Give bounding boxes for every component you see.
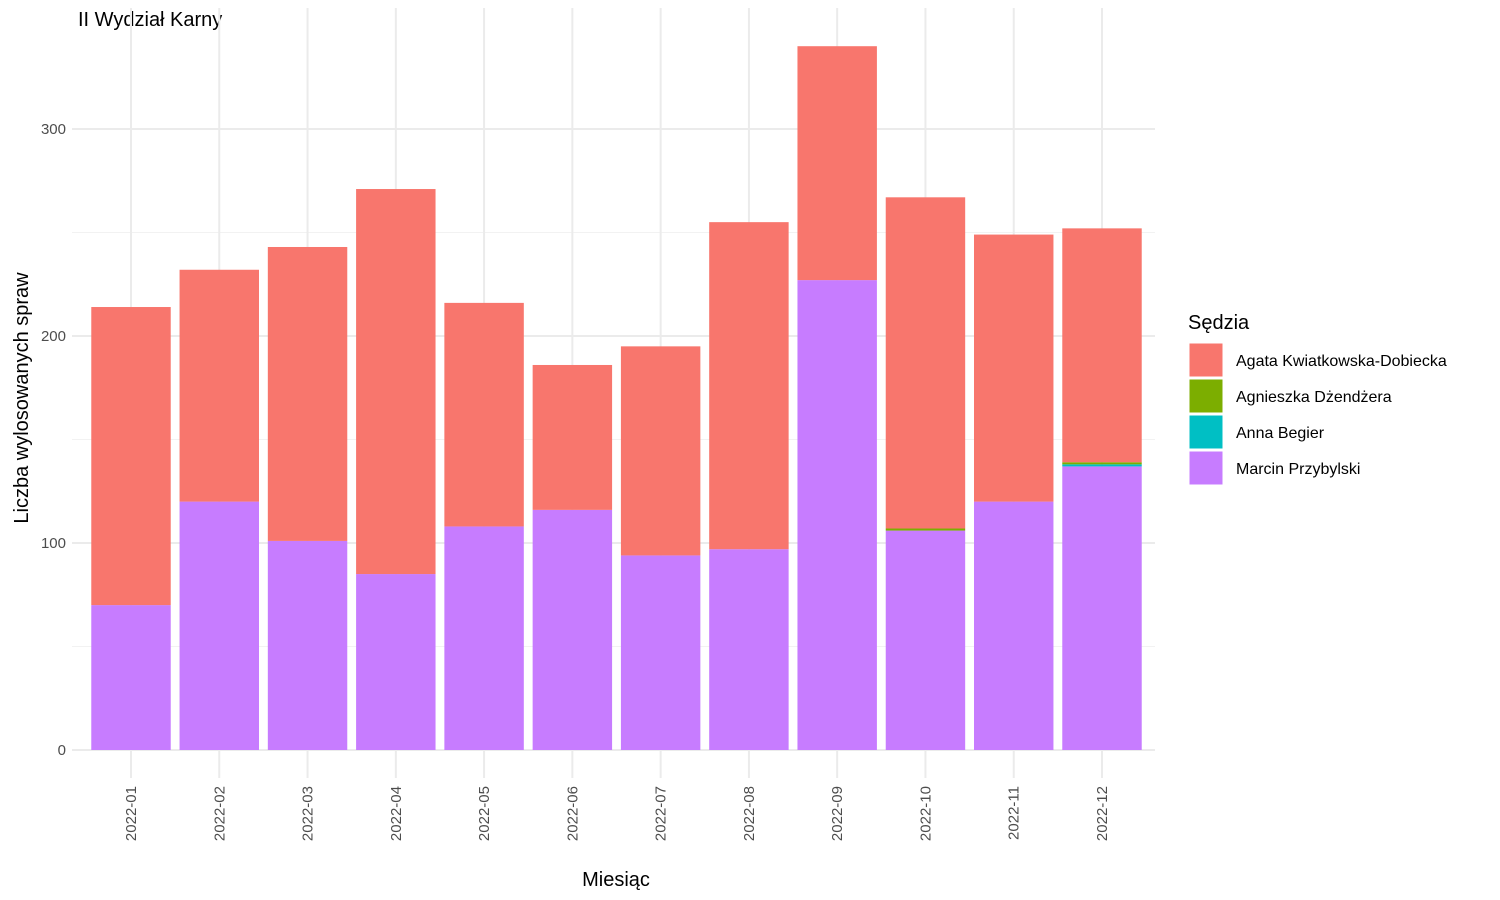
bar-segment — [532, 509, 613, 750]
y-axis-title: Liczba wylosowanych spraw — [11, 272, 33, 524]
legend-label: Agnieszka Dżendżera — [1236, 389, 1392, 406]
x-tick-label: 2022-02 — [211, 786, 228, 841]
bar-segment — [179, 269, 259, 502]
bar-segment — [797, 280, 877, 750]
bar-segment — [1062, 464, 1142, 467]
x-tick-label: 2022-08 — [741, 786, 758, 841]
x-tick-label: 2022-10 — [917, 786, 934, 841]
bar-segment — [356, 574, 436, 750]
x-tick-label: 2022-09 — [829, 786, 846, 841]
bar-segment — [1062, 466, 1142, 750]
legend-swatch — [1188, 342, 1224, 378]
legend-title: Sędzia — [1188, 312, 1250, 334]
bar-segment — [885, 197, 966, 529]
bar-segment — [797, 46, 877, 281]
bar-segment — [267, 246, 348, 541]
x-tick-label: 2022-03 — [300, 786, 317, 841]
bars — [91, 46, 1142, 750]
legend-label: Agata Kwiatkowska-Dobiecka — [1236, 353, 1447, 370]
x-axis-ticks: 2022-01 2022-02 2022-03 2022-04 2022-05 2022-… — [123, 786, 1111, 841]
legend-label: Marcin Przybylski — [1236, 461, 1360, 478]
bar-segment — [267, 540, 348, 750]
legend-swatch — [1188, 450, 1224, 486]
chart-title: II Wydział Karny — [78, 9, 222, 31]
bar-segment — [444, 526, 524, 750]
bar-segment — [356, 189, 436, 575]
bar-segment — [1062, 462, 1142, 465]
bar-segment — [620, 346, 701, 556]
bar-segment — [91, 605, 171, 750]
legend-label: Anna Begier — [1236, 425, 1325, 442]
legend: Sędzia Agata Kwiatkowska-Dobiecka Agniesz… — [1188, 312, 1447, 486]
bar-segment — [974, 234, 1054, 502]
x-axis-title: Miesiąc — [582, 869, 650, 891]
bar-segment — [885, 528, 966, 531]
bar-segment — [532, 364, 613, 510]
bar-segment — [974, 501, 1054, 750]
x-tick-label: 2022-12 — [1094, 786, 1111, 841]
x-tick-label: 2022-01 — [123, 786, 140, 841]
bar-segment — [179, 501, 259, 750]
x-tick-label: 2022-04 — [388, 786, 405, 841]
legend-swatch — [1188, 414, 1224, 450]
bar-segment — [1062, 228, 1142, 463]
bar-segment — [91, 307, 171, 606]
x-tick-label: 2022-07 — [653, 786, 670, 841]
y-tick-label: 0 — [58, 742, 66, 759]
x-tick-label: 2022-11 — [1006, 786, 1023, 840]
bar-segment — [444, 302, 524, 527]
x-tick-label: 2022-05 — [476, 786, 493, 841]
y-axis-ticks: 0 100 200 300 — [41, 121, 66, 759]
bar-segment — [885, 530, 966, 750]
legend-swatch — [1188, 378, 1224, 414]
bar-segment — [709, 222, 789, 550]
y-tick-label: 200 — [41, 328, 66, 345]
x-tick-label: 2022-06 — [564, 786, 581, 841]
y-tick-label: 300 — [41, 121, 66, 138]
y-tick-label: 100 — [41, 535, 66, 552]
bar-segment — [620, 555, 701, 750]
bar-segment — [709, 549, 789, 750]
